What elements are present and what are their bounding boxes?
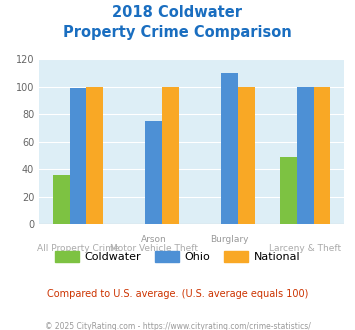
Bar [162,87,179,224]
Bar [70,88,86,224]
Bar [53,175,70,224]
Text: Arson: Arson [141,235,166,245]
Bar [314,87,331,224]
Text: Property Crime Comparison: Property Crime Comparison [63,25,292,40]
Bar [146,121,162,224]
Text: Larceny & Theft: Larceny & Theft [269,244,342,253]
Text: © 2025 CityRating.com - https://www.cityrating.com/crime-statistics/: © 2025 CityRating.com - https://www.city… [45,322,310,330]
Bar [238,87,255,224]
Text: Burglary: Burglary [211,235,249,245]
Bar [86,87,103,224]
Bar [280,157,297,224]
Bar [221,73,238,224]
Bar [297,87,314,224]
Text: All Property Crime: All Property Crime [37,244,119,253]
Text: Compared to U.S. average. (U.S. average equals 100): Compared to U.S. average. (U.S. average … [47,289,308,299]
Text: Motor Vehicle Theft: Motor Vehicle Theft [110,244,198,253]
Text: 2018 Coldwater: 2018 Coldwater [113,5,242,20]
Legend: Coldwater, Ohio, National: Coldwater, Ohio, National [50,247,305,267]
